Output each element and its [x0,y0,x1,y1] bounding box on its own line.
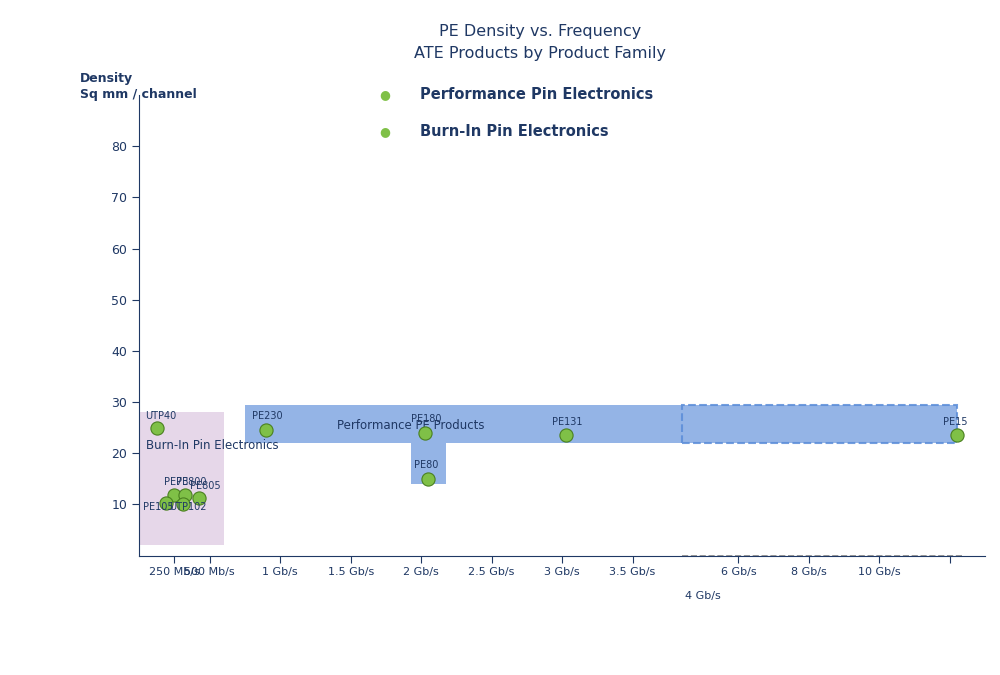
Point [158,498,174,509]
Text: ●: ● [380,88,390,101]
Point [166,490,182,501]
Text: Density
Sq mm / channel: Density Sq mm / channel [80,72,197,101]
Point [175,499,191,510]
Text: Burn-In Pin Electronics: Burn-In Pin Electronics [146,439,279,452]
Text: 4 Gb/s: 4 Gb/s [685,591,721,601]
Text: Performance Pin Electronics: Performance Pin Electronics [420,87,653,102]
Text: PE131: PE131 [552,416,582,427]
Text: PE230: PE230 [252,412,283,421]
Text: PE805: PE805 [190,481,221,491]
Text: Performance PE Products: Performance PE Products [337,418,484,431]
Bar [411,443,446,484]
Text: Burn-In Pin Electronics: Burn-In Pin Electronics [420,124,609,139]
Point [420,473,436,484]
Point [149,423,165,433]
Point [558,430,574,441]
Text: UTP40: UTP40 [145,411,176,421]
Bar [245,404,957,443]
Text: PE15: PE15 [943,416,967,427]
Text: ●: ● [380,125,390,138]
Text: PE Density vs. Frequency
ATE Products by Product Family: PE Density vs. Frequency ATE Products by… [414,24,666,61]
Text: PE80: PE80 [414,460,438,470]
Point [949,430,965,441]
Text: PE73: PE73 [164,477,188,487]
Text: UTP102: UTP102 [169,502,206,512]
Bar [139,412,224,545]
Text: PE180: PE180 [411,414,441,423]
Text: PE800: PE800 [176,477,206,487]
Bar [682,404,957,443]
Text: PE105: PE105 [143,502,173,512]
Point [417,427,433,438]
Point [177,490,193,501]
Point [258,425,274,435]
Point [191,493,207,504]
